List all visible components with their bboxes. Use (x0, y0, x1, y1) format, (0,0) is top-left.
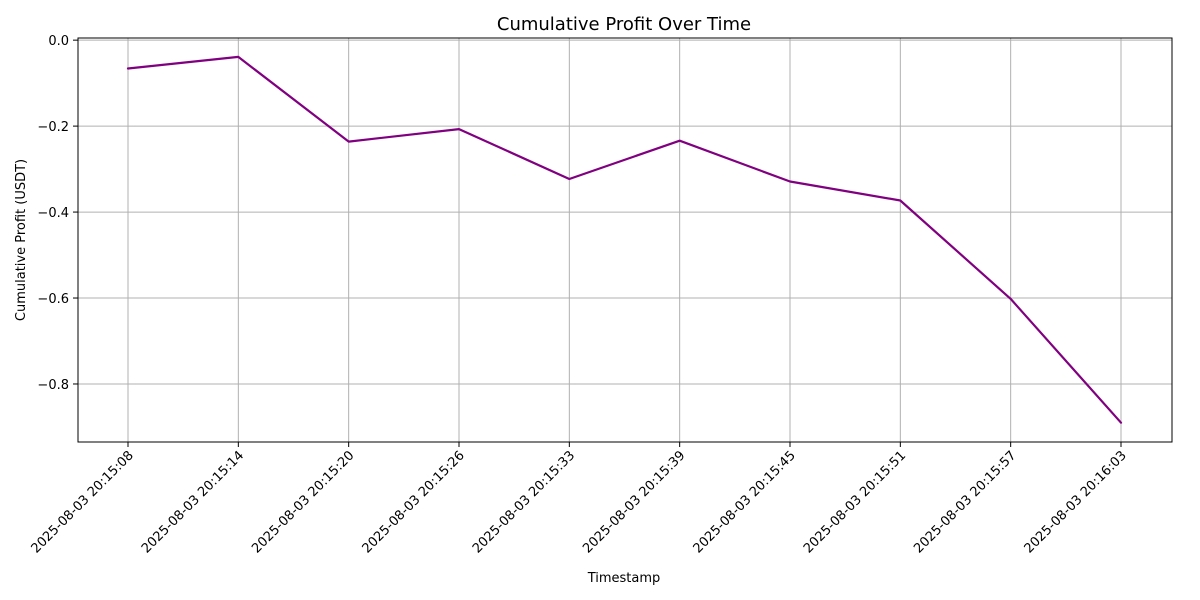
y-tick-label: 0.0 (48, 34, 69, 49)
y-tick-label: −0.4 (37, 206, 69, 221)
series-layer (126, 55, 1123, 424)
x-tick-label: 2025-08-03 20:15:45 (691, 448, 799, 556)
x-axis-label: Timestamp (587, 571, 661, 586)
x-tick-label: 2025-08-03 20:15:14 (139, 448, 247, 556)
y-axis: 0.0 −0.2 −0.4 −0.6 −0.8 (37, 34, 78, 393)
x-tick-label: 2025-08-03 20:15:39 (580, 448, 688, 556)
x-tick-label: 2025-08-03 20:15:51 (801, 448, 909, 556)
x-tick-label: 2025-08-03 20:15:20 (249, 448, 357, 556)
y-tick-label: −0.6 (37, 292, 69, 307)
chart-title: Cumulative Profit Over Time (497, 14, 751, 35)
x-tick-label: 2025-08-03 20:15:08 (29, 448, 137, 556)
series-line (126, 55, 1123, 424)
y-tick-label: −0.8 (37, 378, 69, 393)
x-tick-label: 2025-08-03 20:16:03 (1022, 448, 1130, 556)
y-axis-label: Cumulative Profit (USDT) (14, 159, 29, 321)
grid-layer (78, 38, 1172, 442)
x-tick-label: 2025-08-03 20:15:57 (911, 448, 1019, 556)
y-tick-label: −0.2 (37, 120, 69, 135)
plot-frame (77, 37, 1173, 443)
x-tick-label: 2025-08-03 20:15:33 (470, 448, 578, 556)
x-axis: 2025-08-03 20:15:08 2025-08-03 20:15:14 20… (29, 442, 1130, 556)
x-tick-label: 2025-08-03 20:15:26 (360, 448, 468, 556)
